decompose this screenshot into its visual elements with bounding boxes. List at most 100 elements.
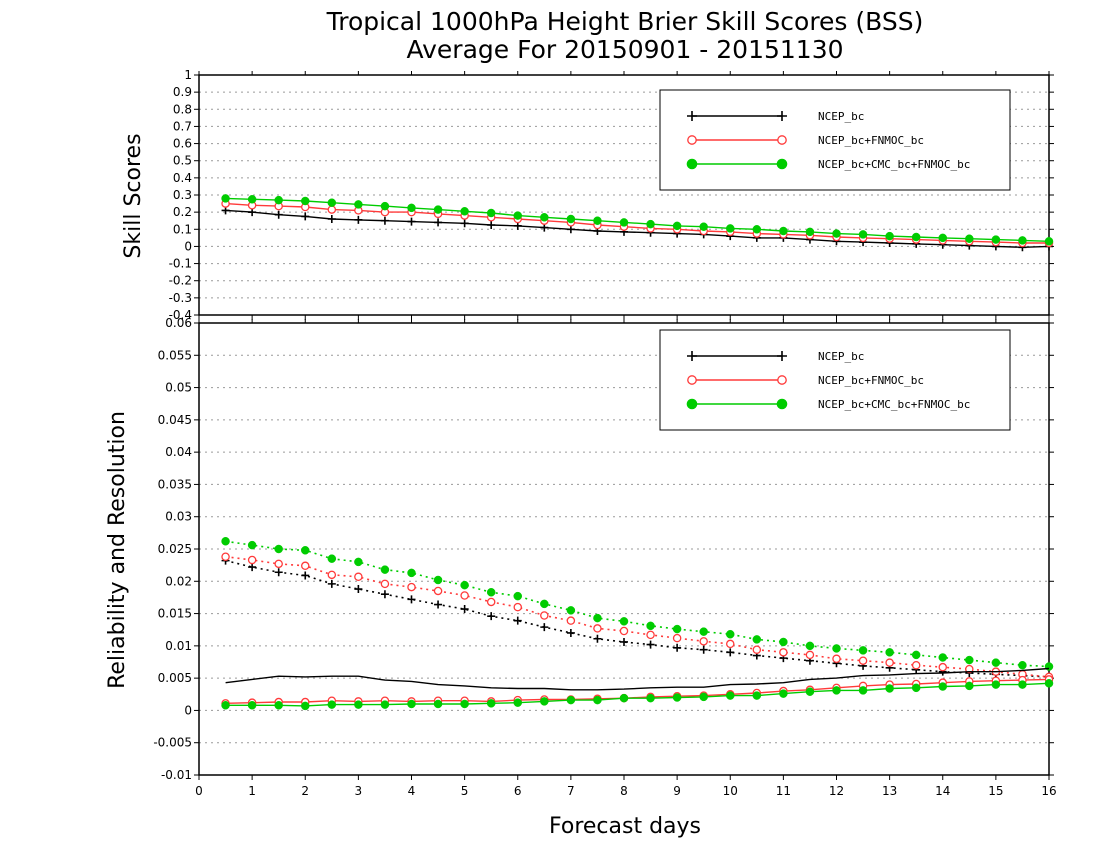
data-point-plus	[726, 648, 735, 657]
legend-label: NCEP_bc	[818, 350, 864, 363]
data-point-plus	[460, 605, 469, 614]
y-tick-label: 0.7	[173, 119, 192, 133]
data-point-filled-circle	[911, 650, 921, 660]
data-point-filled-circle	[1044, 237, 1054, 246]
legend-label: NCEP_bc+FNMOC_bc	[818, 134, 924, 147]
data-point-filled-circle	[619, 617, 629, 626]
y-tick-label: 1	[184, 68, 192, 82]
data-point-open-circle	[593, 624, 602, 633]
data-point-filled-circle	[805, 227, 815, 237]
data-point-plus	[460, 219, 469, 228]
data-point-open-circle	[274, 559, 283, 569]
data-point-plus	[487, 221, 496, 229]
series-line	[225, 667, 1050, 691]
data-point-filled-circle	[247, 540, 257, 550]
x-tick-label: 13	[882, 784, 897, 798]
data-point-filled-circle	[646, 621, 655, 631]
data-point-open-circle	[513, 602, 523, 612]
series-line	[225, 540, 1050, 668]
data-point-plus	[380, 590, 389, 599]
legend-marker-plus	[777, 111, 787, 121]
y-tick-label: -0.2	[169, 274, 192, 288]
x-tick-label: 5	[461, 784, 469, 798]
data-point-plus	[274, 210, 283, 219]
data-point-filled-circle	[593, 695, 602, 705]
data-point-filled-circle	[885, 684, 894, 693]
data-point-filled-circle	[832, 229, 841, 238]
legend-marker-filled-circle	[776, 398, 788, 410]
data-point-open-circle	[805, 650, 815, 660]
data-point-plus	[301, 571, 310, 580]
data-point-filled-circle	[1018, 660, 1027, 670]
data-point-filled-circle	[407, 699, 416, 709]
legend-marker-plus	[687, 351, 697, 361]
x-tick-label: 11	[776, 784, 791, 798]
data-point-open-circle	[646, 630, 655, 640]
y-axis-label-reliability-resolution: Reliability and Resolution	[105, 411, 130, 689]
data-point-filled-circle	[619, 693, 629, 703]
data-point-plus	[513, 616, 522, 625]
data-point-open-circle	[726, 639, 735, 649]
data-point-filled-circle	[566, 214, 576, 224]
data-point-open-circle	[433, 586, 443, 596]
data-point-filled-circle	[301, 196, 310, 206]
data-point-filled-circle	[513, 211, 522, 220]
data-point-filled-circle	[221, 701, 230, 710]
series-line	[225, 555, 1050, 678]
data-point-open-circle	[300, 561, 310, 571]
y-tick-label: 0.05	[165, 381, 192, 395]
data-point-open-circle	[327, 205, 337, 214]
data-point-open-circle	[779, 648, 788, 657]
data-point-open-circle	[911, 660, 921, 670]
data-point-open-circle	[486, 597, 496, 607]
data-point-filled-circle	[991, 658, 1001, 667]
y-tick-label: 0.045	[158, 413, 192, 427]
data-point-filled-circle	[540, 697, 549, 706]
data-point-filled-circle	[566, 606, 576, 615]
series-line	[225, 202, 1049, 244]
data-point-filled-circle	[858, 230, 868, 239]
data-point-open-circle	[247, 555, 257, 565]
data-point-filled-circle	[991, 680, 1001, 689]
x-tick-label: 2	[301, 784, 309, 798]
data-point-plus	[301, 212, 310, 221]
data-point-plus	[327, 579, 336, 588]
data-point-open-circle	[752, 645, 762, 654]
data-point-plus	[407, 595, 416, 604]
data-point-filled-circle	[752, 635, 762, 644]
x-tick-label: 6	[514, 784, 522, 798]
skill-scores-panel: Skill Scores 1 0.9 0.8 0.7 0.6 0.5 0.4 0.3 0.2 0.…	[121, 68, 1054, 322]
data-point-filled-circle	[832, 644, 841, 653]
y-tick-label: 0.1	[173, 222, 192, 236]
y-tick-label: 0.8	[173, 102, 192, 116]
series-line	[225, 682, 1050, 707]
data-point-filled-circle	[1018, 236, 1027, 245]
data-point-open-circle	[407, 582, 416, 592]
data-point-filled-circle	[938, 233, 947, 243]
data-point-filled-circle	[221, 537, 230, 546]
data-point-open-circle	[380, 579, 390, 589]
series-line	[225, 209, 1050, 249]
data-point-filled-circle	[779, 637, 788, 647]
data-point-filled-circle	[619, 218, 629, 227]
legend-marker-open-circle	[777, 135, 787, 145]
legend-marker-plus	[777, 351, 787, 361]
legend-label: NCEP_bc+CMC_bc+FNMOC_bc	[818, 158, 970, 171]
data-point-open-circle	[540, 611, 549, 620]
legend-marker-plus	[687, 111, 697, 121]
data-point-filled-circle	[540, 599, 549, 609]
y-tick-label: 0.5	[173, 154, 192, 168]
data-point-plus	[248, 563, 257, 572]
data-point-filled-circle	[540, 213, 549, 222]
data-point-filled-circle	[805, 687, 815, 696]
data-point-filled-circle	[885, 648, 894, 657]
y-tick-label: 0.01	[165, 639, 192, 653]
data-point-open-circle	[672, 633, 682, 643]
data-point-filled-circle	[407, 203, 416, 213]
y-tick-label: 0	[184, 703, 192, 717]
data-point-filled-circle	[274, 701, 283, 710]
data-point-plus	[646, 640, 655, 649]
data-point-plus	[699, 645, 708, 654]
data-point-filled-circle	[274, 195, 283, 205]
data-point-filled-circle	[221, 194, 230, 203]
